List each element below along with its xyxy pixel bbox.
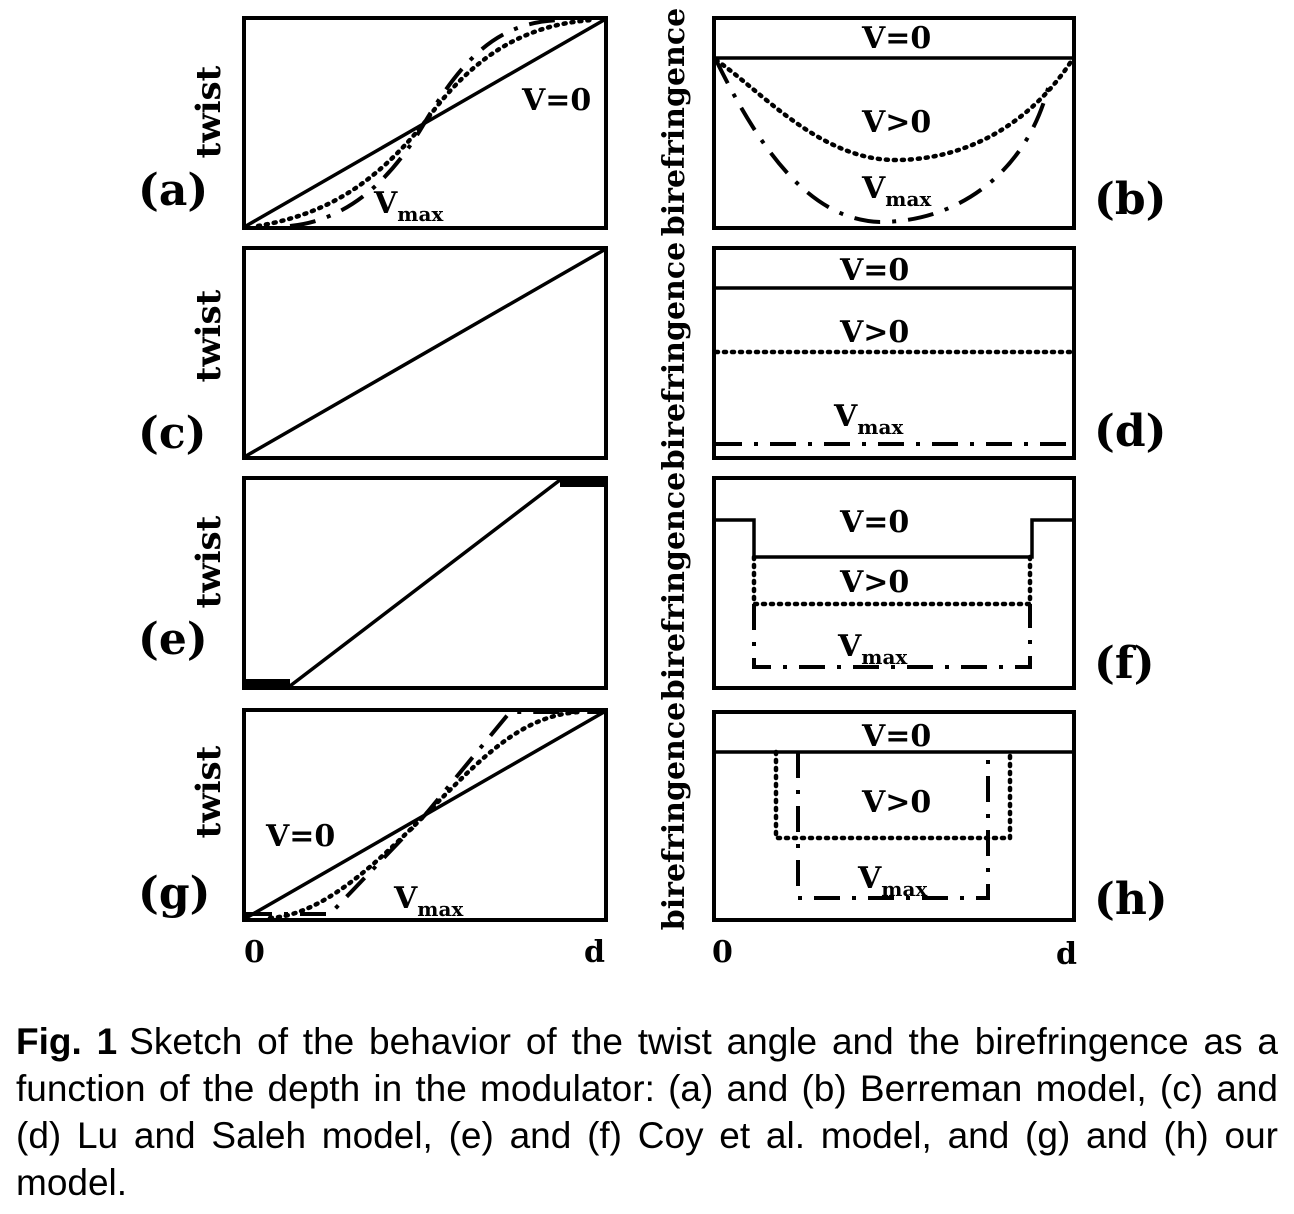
panel-a-frame xyxy=(242,16,608,230)
x-start-left: 0 xyxy=(244,935,265,970)
panel-h-curve-vmax xyxy=(796,752,990,900)
figure-1: twist (a) V=0 Vmax birefringence (b) V=0… xyxy=(138,8,1168,972)
panel-a-label-vmax: Vmax xyxy=(373,186,444,226)
panel-g-curve-vmax xyxy=(246,710,604,916)
panel-b: birefringence (b) V=0 V>0 Vmax xyxy=(657,8,1166,236)
panel-d-ylabel: birefringence xyxy=(657,242,692,470)
panel-f-label: (f) xyxy=(1094,638,1155,689)
panel-h-label-vpos: V>0 xyxy=(861,785,931,820)
panel-d-label-vmax: Vmax xyxy=(833,399,904,439)
panel-b-label-vmax: Vmax xyxy=(861,171,932,211)
panel-h-label-v0: V=0 xyxy=(861,719,931,754)
panel-b-ylabel: birefringence xyxy=(657,8,692,236)
x-start-right: 0 xyxy=(712,935,733,970)
panel-c-curve xyxy=(245,248,605,458)
panel-b-curve-vpos xyxy=(713,57,1075,163)
panel-a-ylabel: twist xyxy=(189,65,229,158)
x-end-right: d xyxy=(1056,937,1077,972)
panel-h-label: (h) xyxy=(1094,874,1168,925)
panel-c-label: (c) xyxy=(138,408,206,459)
panel-c-frame xyxy=(242,246,608,460)
panel-a: twist (a) V=0 Vmax xyxy=(138,16,608,230)
panel-f-label-vmax: Vmax xyxy=(837,629,908,669)
panel-d-label-v0: V=0 xyxy=(839,253,909,288)
panel-b-frame xyxy=(712,16,1076,230)
panel-b-label-v0: V=0 xyxy=(861,21,931,56)
panel-f-ylabel: birefringence xyxy=(657,472,692,700)
caption-label: Fig. 1 xyxy=(16,1021,118,1062)
panel-e-ylabel: twist xyxy=(189,515,229,608)
panel-g-label-vmax: Vmax xyxy=(393,881,464,921)
panel-b-label-vpos: V>0 xyxy=(861,105,931,140)
panel-g-ylabel: twist xyxy=(189,745,229,838)
caption-text: Sketch of the behavior of the twist angl… xyxy=(16,1021,1278,1203)
panel-h: birefringence (h) V=0 V>0 Vmax xyxy=(657,702,1168,930)
panel-d-label-vpos: V>0 xyxy=(839,315,909,350)
panel-g-label: (g) xyxy=(138,868,210,919)
panel-h-curve-vpos xyxy=(773,749,1013,841)
panel-e-frame xyxy=(242,476,608,690)
panel-f-label-vpos: V>0 xyxy=(839,565,909,600)
panel-h-label-vmax: Vmax xyxy=(857,861,928,901)
panel-b-curve-vmax xyxy=(714,59,1052,225)
panel-a-label-v0: V=0 xyxy=(521,83,591,118)
panel-d: birefringence (d) V=0 V>0 Vmax xyxy=(657,242,1166,470)
panel-g-label-v0: V=0 xyxy=(265,819,335,854)
panel-h-ylabel: birefringence xyxy=(657,702,692,930)
panel-b-label: (b) xyxy=(1094,174,1166,225)
panel-g-frame xyxy=(242,708,608,922)
panel-f-frame xyxy=(712,476,1076,690)
panel-f-label-v0: V=0 xyxy=(839,505,909,540)
panel-h-frame xyxy=(712,710,1076,922)
figure-caption: Fig. 1 Sketch of the behavior of the twis… xyxy=(16,1018,1278,1206)
panel-f-curve-vpos xyxy=(751,554,1033,607)
panel-e-label: (e) xyxy=(138,614,208,665)
panel-c: twist (c) xyxy=(138,246,608,460)
panel-d-label: (d) xyxy=(1094,406,1166,457)
panel-f: birefringence (f) V=0 V>0 Vmax xyxy=(657,472,1155,700)
panel-a-label: (a) xyxy=(138,165,208,216)
panel-f-curve-v0 xyxy=(716,518,1072,559)
x-end-left: d xyxy=(584,935,605,970)
panel-g: twist (g) V=0 Vmax xyxy=(138,708,608,922)
panel-a-curve-vmax xyxy=(289,18,561,228)
panel-f-curve-vmax xyxy=(752,604,1032,669)
panel-e-flat-bottom xyxy=(246,679,290,686)
panel-c-ylabel: twist xyxy=(189,289,229,382)
panel-e: twist (e) xyxy=(138,476,608,690)
panel-e-flat-top xyxy=(560,480,604,487)
panel-e-curve xyxy=(288,478,562,688)
